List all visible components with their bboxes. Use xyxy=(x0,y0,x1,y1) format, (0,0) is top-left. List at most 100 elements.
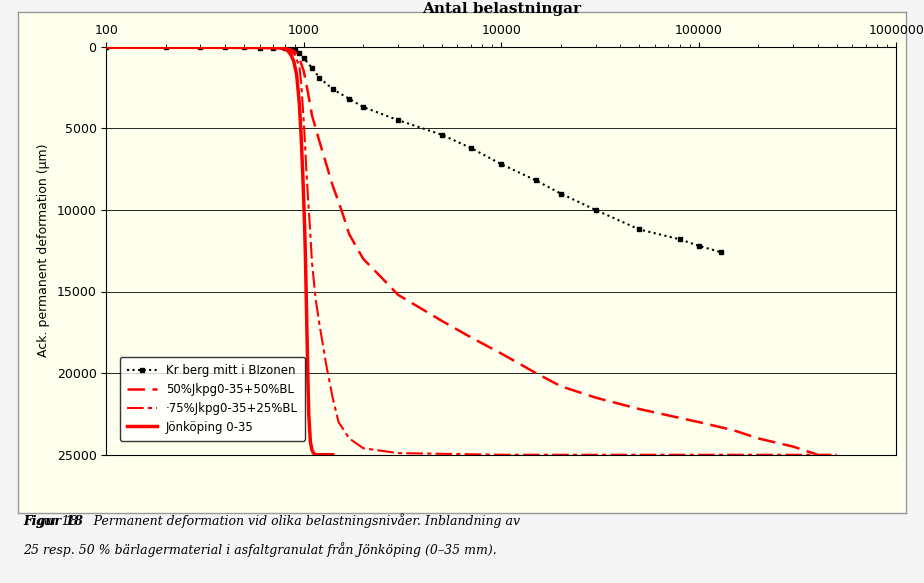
50%Jkpg0-35+50%BL xyxy=(693,419,704,426)
50%Jkpg0-35+50%BL xyxy=(555,382,566,389)
Kr berg mitt i BIzonen xyxy=(716,249,727,256)
·75%Jkpg0-35+25%BL xyxy=(321,361,332,368)
Kr berg mitt i BIzonen xyxy=(279,44,290,51)
Text: 25 resp. 50 % bärlagermaterial i asfaltgranulat från Jönköping (0–35 mm).: 25 resp. 50 % bärlagermaterial i asfaltg… xyxy=(23,542,497,557)
Jönköping 0-35 xyxy=(101,44,112,51)
Title: Antal belastningar: Antal belastningar xyxy=(421,2,581,16)
Jönköping 0-35 xyxy=(286,51,297,58)
50%Jkpg0-35+50%BL xyxy=(530,370,541,377)
50%Jkpg0-35+50%BL xyxy=(101,44,112,51)
50%Jkpg0-35+50%BL xyxy=(465,333,476,340)
50%Jkpg0-35+50%BL xyxy=(787,443,798,450)
Kr berg mitt i BIzonen xyxy=(555,190,566,197)
·75%Jkpg0-35+25%BL xyxy=(298,105,309,112)
Text: Figur 18    Permanent deformation vid olika belastningsnivåer. Inblandning av: Figur 18 Permanent deformation vid olika… xyxy=(23,513,520,528)
·75%Jkpg0-35+25%BL xyxy=(333,419,344,426)
50%Jkpg0-35+50%BL xyxy=(302,89,313,96)
Jönköping 0-35 xyxy=(310,451,322,458)
Kr berg mitt i BIzonen xyxy=(693,243,704,250)
Jönköping 0-35 xyxy=(321,451,332,458)
Kr berg mitt i BIzonen xyxy=(289,47,300,54)
·75%Jkpg0-35+25%BL xyxy=(289,51,300,58)
·75%Jkpg0-35+25%BL xyxy=(358,445,369,452)
·75%Jkpg0-35+25%BL xyxy=(279,45,290,52)
Kr berg mitt i BIzonen xyxy=(495,161,506,168)
Text: Figur 18: Figur 18 xyxy=(23,515,83,528)
50%Jkpg0-35+50%BL xyxy=(327,182,338,189)
·75%Jkpg0-35+25%BL xyxy=(101,44,112,51)
50%Jkpg0-35+50%BL xyxy=(436,317,447,324)
50%Jkpg0-35+50%BL xyxy=(268,44,279,51)
Line: Jönköping 0-35: Jönköping 0-35 xyxy=(106,47,333,455)
Jönköping 0-35 xyxy=(294,100,305,107)
50%Jkpg0-35+50%BL xyxy=(393,292,404,298)
Y-axis label: Ack. permanent deformation (μm): Ack. permanent deformation (μm) xyxy=(37,144,50,357)
50%Jkpg0-35+50%BL xyxy=(358,255,369,262)
·75%Jkpg0-35+25%BL xyxy=(296,79,307,86)
·75%Jkpg0-35+25%BL xyxy=(299,133,310,140)
Jönköping 0-35 xyxy=(308,449,319,456)
50%Jkpg0-35+50%BL xyxy=(495,350,506,357)
Kr berg mitt i BIzonen xyxy=(238,44,249,51)
Jönköping 0-35 xyxy=(300,296,311,303)
·75%Jkpg0-35+25%BL xyxy=(305,231,316,238)
50%Jkpg0-35+50%BL xyxy=(289,48,300,55)
50%Jkpg0-35+50%BL xyxy=(238,44,249,51)
50%Jkpg0-35+50%BL xyxy=(307,112,318,119)
50%Jkpg0-35+50%BL xyxy=(298,68,310,75)
·75%Jkpg0-35+25%BL xyxy=(294,63,305,70)
·75%Jkpg0-35+25%BL xyxy=(300,166,311,173)
Jönköping 0-35 xyxy=(300,255,311,262)
50%Jkpg0-35+50%BL xyxy=(285,45,296,52)
·75%Jkpg0-35+25%BL xyxy=(327,394,338,401)
50%Jkpg0-35+50%BL xyxy=(279,45,290,52)
Jönköping 0-35 xyxy=(305,438,316,445)
Kr berg mitt i BIzonen xyxy=(294,50,305,57)
Line: Kr berg mitt i BIzonen: Kr berg mitt i BIzonen xyxy=(103,45,723,255)
Kr berg mitt i BIzonen xyxy=(465,145,476,152)
·75%Jkpg0-35+25%BL xyxy=(495,451,506,458)
Jönköping 0-35 xyxy=(327,451,338,458)
Jönköping 0-35 xyxy=(296,133,307,140)
Jönköping 0-35 xyxy=(298,174,309,181)
Jönköping 0-35 xyxy=(274,44,285,51)
Jönköping 0-35 xyxy=(254,44,265,51)
Jönköping 0-35 xyxy=(301,337,312,344)
Kr berg mitt i BIzonen xyxy=(307,64,318,71)
Jönköping 0-35 xyxy=(288,58,299,65)
50%Jkpg0-35+50%BL xyxy=(333,198,344,205)
50%Jkpg0-35+50%BL xyxy=(344,231,355,238)
50%Jkpg0-35+50%BL xyxy=(321,161,332,168)
Jönköping 0-35 xyxy=(314,451,325,458)
·75%Jkpg0-35+25%BL xyxy=(344,435,355,442)
Jönköping 0-35 xyxy=(307,447,318,454)
Line: ·75%Jkpg0-35+25%BL: ·75%Jkpg0-35+25%BL xyxy=(106,47,837,455)
50%Jkpg0-35+50%BL xyxy=(812,451,823,458)
Kr berg mitt i BIzonen xyxy=(160,44,171,51)
50%Jkpg0-35+50%BL xyxy=(314,138,325,145)
·75%Jkpg0-35+25%BL xyxy=(307,259,318,266)
Jönköping 0-35 xyxy=(279,45,290,52)
50%Jkpg0-35+50%BL xyxy=(294,55,305,62)
Kr berg mitt i BIzonen xyxy=(195,44,206,51)
Jönköping 0-35 xyxy=(282,47,293,54)
·75%Jkpg0-35+25%BL xyxy=(832,451,843,458)
·75%Jkpg0-35+25%BL xyxy=(302,194,313,201)
Kr berg mitt i BIzonen xyxy=(327,86,338,93)
Kr berg mitt i BIzonen xyxy=(254,44,265,51)
50%Jkpg0-35+50%BL xyxy=(338,215,349,222)
50%Jkpg0-35+50%BL xyxy=(634,406,645,413)
·75%Jkpg0-35+25%BL xyxy=(693,451,704,458)
Jönköping 0-35 xyxy=(299,223,310,230)
Jönköping 0-35 xyxy=(303,410,314,417)
Kr berg mitt i BIzonen xyxy=(530,177,541,184)
·75%Jkpg0-35+25%BL xyxy=(310,296,322,303)
Legend: Kr berg mitt i BIzonen, 50%Jkpg0-35+50%BL, ·75%Jkpg0-35+25%BL, Jönköping 0-35: Kr berg mitt i BIzonen, 50%Jkpg0-35+50%B… xyxy=(120,357,305,441)
50%Jkpg0-35+50%BL xyxy=(377,275,388,282)
50%Jkpg0-35+50%BL xyxy=(753,435,764,442)
Kr berg mitt i BIzonen xyxy=(393,117,404,124)
50%Jkpg0-35+50%BL xyxy=(728,427,739,434)
Kr berg mitt i BIzonen xyxy=(675,236,686,243)
·75%Jkpg0-35+25%BL xyxy=(393,449,404,456)
Line: 50%Jkpg0-35+50%BL: 50%Jkpg0-35+50%BL xyxy=(106,47,818,455)
